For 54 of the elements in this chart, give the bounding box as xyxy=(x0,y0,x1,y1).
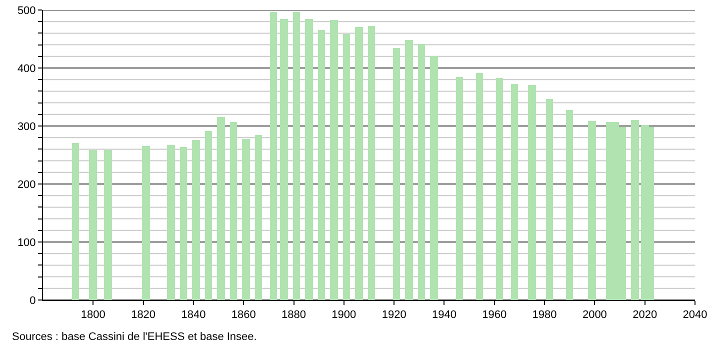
bar xyxy=(456,77,463,300)
bar xyxy=(142,146,150,300)
y-tick-label: 500 xyxy=(17,4,36,17)
bar xyxy=(476,73,483,300)
bar xyxy=(167,145,175,300)
bar xyxy=(405,40,413,300)
x-tick-label: 1960 xyxy=(482,309,507,322)
bar xyxy=(104,150,112,300)
bar xyxy=(330,20,338,300)
bar xyxy=(305,19,313,300)
bar xyxy=(393,48,400,300)
bar xyxy=(242,139,250,300)
y-tick-label: 300 xyxy=(17,120,36,133)
x-tick-label: 2020 xyxy=(632,309,658,322)
bar xyxy=(511,84,518,300)
bar xyxy=(588,121,596,300)
x-tick-label: 2000 xyxy=(582,309,607,322)
bar xyxy=(293,12,300,300)
bar xyxy=(368,26,375,300)
x-tick-label: 2040 xyxy=(682,309,708,322)
x-tick-label: 1800 xyxy=(80,309,106,322)
source-note: Sources : base Cassini de l'EHESS et base Insee. xyxy=(12,331,257,340)
x-tick-label: 1900 xyxy=(332,309,356,322)
bar xyxy=(192,140,200,300)
y-tick-label: 200 xyxy=(17,178,36,191)
bar xyxy=(343,34,350,300)
bar xyxy=(430,56,438,300)
y-tick-label: 400 xyxy=(17,62,36,75)
bar xyxy=(217,117,225,300)
bar xyxy=(89,150,97,300)
x-tick-label: 1980 xyxy=(532,309,557,322)
y-tick-label: 0 xyxy=(30,294,36,307)
bar xyxy=(355,27,363,300)
x-tick-label: 1860 xyxy=(231,309,256,322)
bar xyxy=(318,30,325,300)
bar xyxy=(528,85,536,300)
bar xyxy=(255,135,262,300)
bar xyxy=(180,147,187,300)
bar xyxy=(546,99,553,300)
bar xyxy=(230,122,237,300)
bar xyxy=(631,120,639,300)
bar xyxy=(566,110,573,300)
bar xyxy=(270,12,277,300)
x-tick-label: 1820 xyxy=(131,309,156,322)
x-tick-label: 1920 xyxy=(382,309,406,322)
bar xyxy=(418,44,425,300)
bar xyxy=(205,131,212,300)
bar xyxy=(280,19,288,300)
y-tick-label: 100 xyxy=(17,236,36,249)
x-tick-label: 1940 xyxy=(432,309,456,322)
bar xyxy=(496,78,503,300)
x-tick-label: 1840 xyxy=(181,309,206,322)
bar xyxy=(72,143,79,300)
x-tick-label: 1880 xyxy=(282,309,306,322)
